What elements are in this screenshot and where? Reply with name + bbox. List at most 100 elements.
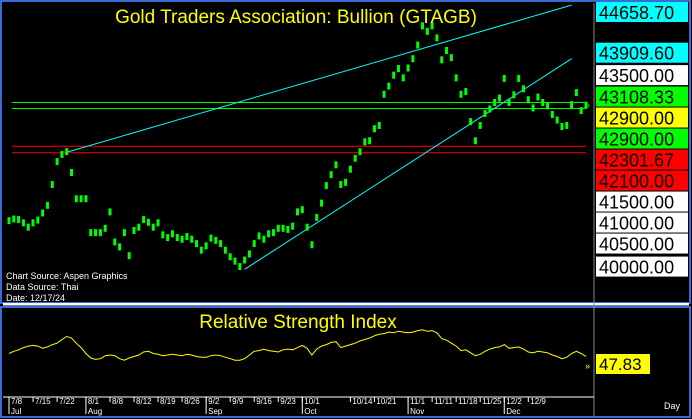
price-bar — [36, 216, 40, 224]
x-tick-label: 11/18 — [458, 397, 478, 406]
x-tick-label: 8/12 — [136, 397, 152, 406]
price-axis-label-bg — [596, 149, 688, 170]
rsi-plot-area — [8, 329, 587, 361]
price-bar — [555, 116, 559, 124]
price-bar — [26, 223, 30, 231]
rsi-value-label: 47.83 — [599, 355, 642, 374]
x-tick-label: 8/19 — [160, 397, 176, 406]
price-bar — [223, 246, 227, 254]
price-bar — [281, 224, 285, 232]
chart-title: Gold Traders Association: Bullion (GTAGB… — [115, 7, 477, 28]
rsi-value-badge: 47.83 » — [585, 354, 650, 374]
price-bar — [469, 118, 473, 126]
price-bar — [262, 235, 266, 243]
price-bar — [214, 236, 218, 244]
price-bar — [252, 240, 256, 248]
price-bar — [560, 123, 564, 131]
price-bar — [291, 222, 295, 230]
x-tick-label: 12/2 — [506, 397, 522, 406]
price-bar — [459, 90, 463, 98]
price-bar — [41, 209, 45, 217]
price-bar — [45, 201, 49, 209]
price-bar — [574, 89, 578, 97]
x-tick-label: 10/21 — [376, 397, 397, 406]
price-bar — [286, 225, 290, 233]
price-bar — [50, 181, 54, 189]
price-bar — [31, 219, 35, 227]
month-label: Sep — [208, 407, 223, 416]
price-bar — [257, 232, 261, 240]
price-bar — [473, 137, 477, 145]
price-bar — [190, 235, 194, 243]
price-bar — [185, 233, 189, 240]
price-axis-label-text: 41500.00 — [599, 193, 674, 213]
price-axis-label-bg — [596, 107, 688, 128]
price-bar — [132, 226, 136, 234]
price-bar — [315, 213, 319, 221]
price-axis-label: 40500.00 — [596, 233, 688, 255]
price-axis-label: 42900.00 — [596, 107, 688, 129]
price-bar — [204, 242, 208, 250]
price-bar — [151, 223, 155, 231]
price-bar — [348, 165, 352, 173]
x-tick-label: 9/9 — [232, 397, 244, 406]
price-bar — [70, 168, 74, 176]
price-bar — [142, 216, 146, 224]
price-bar — [449, 54, 453, 62]
price-bar — [401, 74, 405, 82]
price-bar — [372, 125, 376, 133]
price-bar — [300, 206, 304, 214]
price-bar — [329, 171, 333, 179]
price-bar — [137, 223, 141, 231]
price-bar — [339, 181, 343, 189]
price-bar — [377, 121, 381, 129]
price-axis-label-bg — [596, 233, 688, 254]
x-tick-label: 9/2 — [208, 397, 220, 406]
rsi-panel-border — [0, 306, 691, 418]
price-bar — [421, 22, 425, 30]
x-tick-label: 11/11 — [434, 397, 453, 406]
price-bar — [430, 22, 434, 30]
price-bar — [108, 208, 112, 216]
price-plot-area — [7, 4, 588, 271]
price-bar — [526, 96, 530, 104]
price-axis-label-text: 42100.00 — [599, 172, 674, 192]
x-tick-label: 7/22 — [59, 397, 75, 406]
trendline-0 — [66, 4, 572, 153]
x-tick-label: 11/25 — [482, 397, 502, 406]
price-bar — [94, 229, 98, 237]
price-bar — [195, 240, 199, 248]
x-tick-label: 9/23 — [280, 397, 296, 406]
price-bar — [146, 218, 150, 226]
rsi-value-badge-bg — [596, 354, 650, 374]
price-axis-label: 41000.00 — [596, 212, 688, 234]
x-tick-label: 10/1 — [304, 397, 320, 406]
price-axis-label: 42100.00 — [596, 170, 688, 192]
price-bar — [267, 230, 271, 238]
price-bar — [320, 199, 324, 207]
price-axis-label-bg — [596, 65, 688, 86]
price-axis-label-bg — [596, 191, 688, 212]
price-bar — [512, 91, 516, 99]
price-bar — [122, 229, 126, 237]
price-bar — [180, 235, 184, 243]
price-bar — [65, 148, 69, 156]
price-bar — [7, 217, 11, 225]
price-bar — [483, 109, 487, 117]
price-bar — [17, 216, 21, 224]
price-bar — [440, 56, 444, 64]
price-bar — [406, 64, 410, 72]
price-axis-label-bg — [596, 256, 688, 277]
price-bar — [497, 94, 501, 102]
price-axis-label-bg — [596, 212, 688, 233]
price-bar — [454, 74, 458, 82]
price-axis-label: 43500.00 — [596, 65, 688, 86]
price-axis-label-text: 43500.00 — [599, 66, 674, 86]
price-bar — [334, 161, 338, 169]
source-annotations: Chart Source: Aspen Graphics Data Source… — [6, 271, 128, 303]
price-bar — [478, 121, 482, 129]
rsi-line — [8, 329, 587, 361]
rsi-arrow-icon: » — [585, 361, 590, 371]
price-bar — [60, 150, 64, 158]
